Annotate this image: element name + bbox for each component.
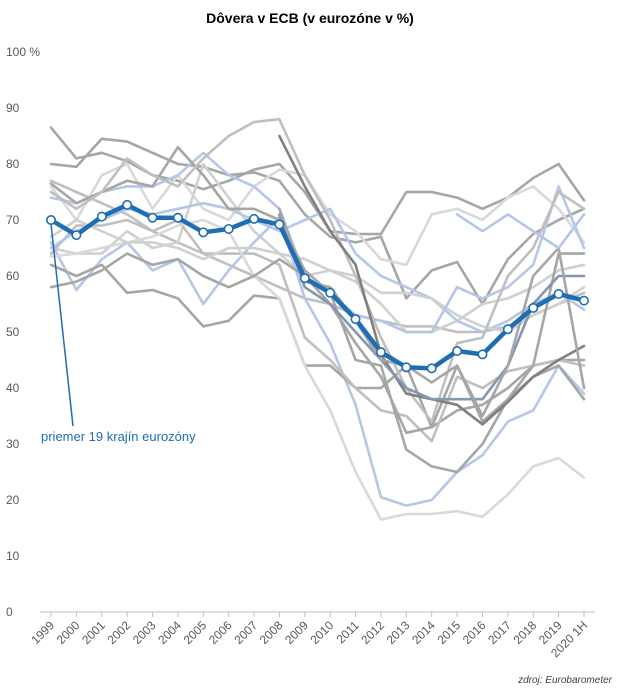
- series-line-country-n: [49, 145, 586, 474]
- y-tick-label: 80: [6, 157, 20, 171]
- x-tick-label: 2011: [334, 618, 362, 646]
- y-tick-label: 70: [6, 213, 20, 227]
- y-tick-label: 100 %: [6, 45, 40, 59]
- average-point: [375, 347, 386, 358]
- average-point: [299, 273, 310, 284]
- x-tick-label: 2003: [130, 618, 159, 647]
- y-tick-label: 40: [6, 381, 20, 395]
- average-point: [528, 302, 539, 313]
- x-tick-label: 2000: [54, 618, 83, 647]
- x-tick-label: 2010: [308, 618, 337, 647]
- source-note: zdroj: Eurobarometer: [517, 675, 613, 686]
- average-point: [96, 211, 107, 222]
- x-tick-label: 2018: [511, 618, 540, 647]
- series-line-country-h: [49, 218, 586, 443]
- chart-title: Dôvera v ECB (v eurozóne v %): [206, 10, 414, 26]
- y-tick-label: 30: [6, 437, 20, 451]
- x-tick-label: 1999: [28, 618, 57, 647]
- average-point: [325, 287, 336, 298]
- average-point: [350, 314, 361, 325]
- y-tick-label: 50: [6, 325, 20, 339]
- x-tick-label: 2008: [257, 618, 286, 647]
- y-tick-label: 60: [6, 269, 20, 283]
- average-point: [45, 215, 56, 226]
- y-tick-label: 20: [6, 493, 20, 507]
- average-point: [401, 362, 412, 373]
- average-point: [172, 212, 183, 223]
- average-point: [426, 363, 437, 374]
- average-point: [198, 227, 209, 238]
- y-tick-label: 0: [6, 605, 13, 619]
- average-point: [452, 346, 463, 357]
- x-tick-label: 2017: [485, 618, 514, 647]
- x-tick-label: 2007: [231, 618, 260, 647]
- series-line-country-s: [455, 213, 586, 250]
- annotation-label: priemer 19 krajín eurozóny: [41, 429, 196, 444]
- x-tick-label: 2016: [460, 618, 489, 647]
- series-line-country-k: [49, 252, 586, 435]
- series-line-country-f: [49, 215, 586, 507]
- average-point: [578, 295, 589, 306]
- average-point: [477, 349, 488, 360]
- x-tick-label: 2012: [358, 618, 387, 647]
- x-tick-label: 2006: [206, 618, 235, 647]
- average-point: [122, 199, 133, 210]
- x-tick-label: 2015: [434, 618, 463, 647]
- series-line-country-l: [49, 218, 586, 334]
- average-point: [223, 223, 234, 234]
- series-line-country-g: [49, 263, 586, 429]
- x-tick-label: 2005: [181, 618, 210, 647]
- y-tick-label: 10: [6, 549, 20, 563]
- average-point: [71, 230, 82, 241]
- average-point: [249, 213, 260, 224]
- average-point: [502, 324, 513, 335]
- average-point: [553, 288, 564, 299]
- x-tick-label: 2002: [104, 618, 133, 647]
- highlight-layer: [45, 199, 589, 374]
- series-line-country-r: [278, 207, 586, 418]
- x-tick-label: 2001: [79, 618, 108, 647]
- series-layer: [49, 117, 586, 521]
- x-tick-label: 2014: [409, 618, 438, 647]
- y-tick-label: 90: [6, 101, 20, 115]
- average-point: [147, 212, 158, 223]
- x-tick-label: 2004: [155, 618, 184, 647]
- series-line-country-b: [49, 137, 586, 306]
- x-tick-label: 2013: [384, 618, 413, 647]
- y-axis: 0 10 20 30 40 50 60 70 80 90 100 %: [6, 45, 40, 619]
- x-axis: 1999200020012002200320042005200620072008…: [28, 611, 595, 660]
- x-tick-label: 2009: [282, 618, 311, 647]
- average-series-line: [49, 202, 585, 371]
- annotation-leader-line: [50, 223, 74, 427]
- average-point: [274, 219, 285, 230]
- series-line-country-i: [49, 218, 586, 521]
- series-line-country-o: [49, 117, 586, 423]
